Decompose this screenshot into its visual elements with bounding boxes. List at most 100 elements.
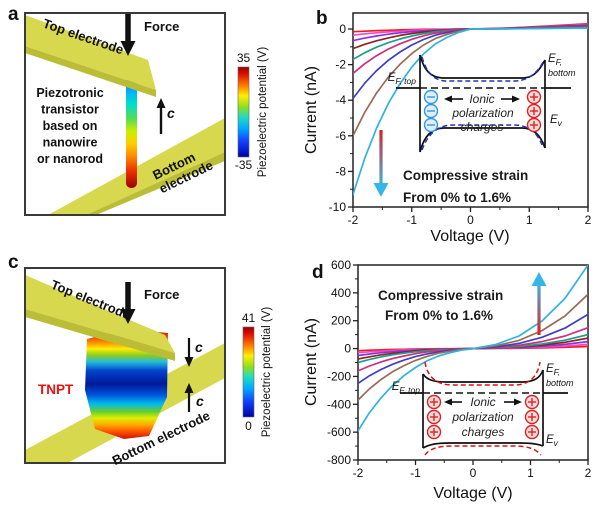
iv-curve-strain16 [353, 27, 588, 196]
charges-text-1: Ionic [469, 92, 494, 106]
negative-charge-icons [423, 89, 439, 133]
c-axis-down-arrow-icon [184, 338, 194, 367]
valence-band-dashed [424, 445, 542, 456]
colorbar-a-gradient [237, 66, 250, 158]
y-tick-label: -600 [327, 425, 351, 439]
x-axis-label: Voltage (V) [433, 485, 512, 502]
polarization-arrow-right-icon [504, 398, 522, 406]
conduction-band-dashed [424, 361, 541, 386]
colorbar-a-title: Piezoelectric potential (V) [257, 47, 269, 178]
x-tick-label: -1 [406, 213, 417, 227]
top-electrode-band [26, 275, 175, 353]
y-tick-label: 0 [344, 342, 351, 356]
svg-text:nanowire: nanowire [43, 136, 98, 150]
y-tick-label: 400 [331, 286, 351, 300]
panel-a-caption: Piezotronic transistor based on nanowire… [36, 86, 103, 166]
top-electrode-band [26, 15, 156, 90]
svg-text:based on: based on [43, 119, 98, 133]
polarization-arrow-left-icon [444, 95, 463, 103]
colorbar-c-max: 41 [242, 311, 256, 325]
valence-band-label: Ev [546, 434, 559, 448]
colorbar-c-gradient [242, 326, 255, 418]
y-axis-label: Current (nA) [303, 318, 320, 406]
c-axis-arrow-icon [156, 98, 166, 134]
colorbar-a-max: 35 [237, 51, 251, 65]
polarization-arrow-left-icon [444, 398, 462, 406]
charges-text-2: polarization [451, 410, 514, 424]
force-label: Force [144, 19, 179, 34]
iv-curve-strain10 [358, 326, 588, 372]
charges-text-3: charges [462, 425, 505, 439]
band-diagram-inset: Ionic polarization charges EF, top EF, b… [392, 361, 574, 456]
fermi-top-label: EF, top [392, 381, 421, 395]
x-tick-label: 1 [526, 213, 533, 227]
c-axis-label: c [167, 105, 175, 121]
panel-c-schematic: c Force Top electrode TNPT c c Bottom el… [8, 252, 273, 468]
colorbar-c: 41 0 Piezoelectric potential (V) [242, 307, 273, 438]
force-label: Force [144, 287, 179, 302]
x-tick-label: 2 [585, 213, 592, 227]
c-axis-up-arrow-icon [184, 383, 194, 412]
y-tick-label: 200 [331, 314, 351, 328]
y-tick-label: -200 [327, 369, 351, 383]
band-diagram-inset: Ionic polarization charges EF, top EF, b… [388, 53, 576, 153]
iv-curve-strain16 [358, 265, 588, 432]
y-tick-label: 600 [331, 258, 351, 272]
iv-curve-strain12 [358, 313, 588, 385]
colorbar-c-min: 0 [245, 419, 252, 433]
fermi-bottom-label: EF, [548, 53, 562, 67]
positive-charge-icons [526, 89, 542, 133]
panel-a-schematic: a Force Top electrode c Piezotronic tran… [8, 4, 269, 216]
x-tick-label: 0 [470, 466, 477, 480]
c-axis-down-label: c [195, 339, 203, 355]
panel-b-overlay: Compressive strain From 0% to 1.6% [373, 53, 576, 205]
svg-text:or nanorod: or nanorod [37, 152, 103, 166]
colorbar-a: 35 -35 Piezoelectric potential (V) [235, 47, 269, 178]
valence-band-dashed [421, 124, 543, 151]
y-tick-label: -400 [327, 397, 351, 411]
x-tick-label: -2 [353, 466, 364, 480]
nanowire [126, 62, 137, 188]
fermi-bottom-label-2: bottom [546, 378, 574, 388]
y-axis-label: Current (nA) [303, 66, 320, 154]
positive-charge-icons-left [426, 394, 442, 440]
tnpt-label: TNPT [38, 382, 74, 397]
iv-curve-strain14 [358, 293, 588, 401]
x-tick-label: -2 [348, 213, 359, 227]
panel-c-label: c [8, 252, 19, 273]
force-arrow-icon [120, 14, 136, 56]
charges-text-3: charges [461, 120, 504, 134]
x-tick-label: -1 [410, 466, 421, 480]
strain-direction-arrow-up [531, 272, 547, 335]
y-tick-label: 0 [339, 22, 346, 36]
panel-d-overlay: Compressive strain From 0% to 1.6% [378, 272, 574, 456]
y-tick-label: -800 [327, 453, 351, 467]
colorbar-a-min: -35 [235, 158, 253, 172]
y-tick-label: -6 [335, 129, 346, 143]
bottom-electrode-edge [88, 152, 224, 214]
force-arrow-icon [120, 282, 136, 324]
y-tick-label: -2 [335, 58, 346, 72]
annotation-line-2: From 0% to 1.6% [403, 190, 511, 205]
fermi-top-label: EF, top [388, 72, 417, 86]
panel-b-label: b [316, 8, 328, 29]
colorbar-c-title: Piezoelectric potential (V) [261, 307, 273, 438]
svg-text:transistor: transistor [41, 103, 99, 117]
annotation-line-1: Compressive strain [403, 168, 528, 183]
panel-d-label: d [312, 262, 324, 283]
fermi-bottom-label: EF, [546, 363, 560, 377]
y-tick-label: -8 [335, 164, 346, 178]
charges-text-1: Ionic [470, 395, 495, 409]
x-axis-label: Voltage (V) [430, 228, 509, 245]
x-tick-label: 0 [467, 213, 474, 227]
fermi-bottom-label-2: bottom [548, 68, 576, 78]
positive-charge-icons-right [524, 394, 540, 440]
annotation-line-2: From 0% to 1.6% [385, 308, 493, 323]
strain-direction-arrow-down [373, 130, 389, 197]
plot-frame [352, 12, 589, 208]
panel-d-chart: -2 -1 0 1 2 600 400 200 0 -200 -400 -600 -800 Voltage… [303, 258, 592, 502]
top-electrode-edge [26, 46, 156, 97]
conduction-band-dashed [421, 56, 544, 82]
